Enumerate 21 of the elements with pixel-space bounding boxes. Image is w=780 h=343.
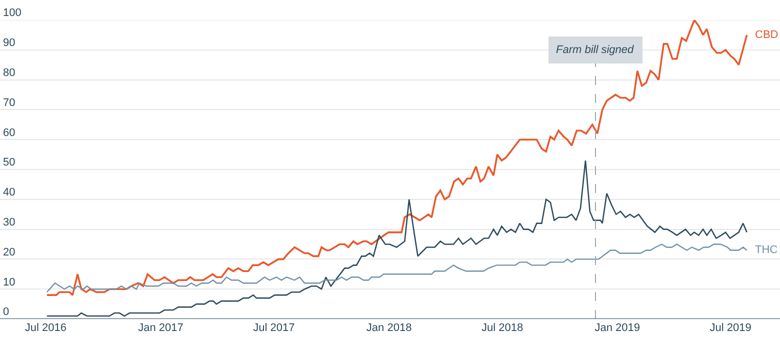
x-tick-label: Jan 2019 <box>594 322 640 334</box>
y-tick-label: 60 <box>3 126 16 139</box>
x-tick-label: Jul 2017 <box>253 322 295 334</box>
y-tick-label: 30 <box>3 216 16 228</box>
y-tick-label: 0 <box>3 306 10 318</box>
y-tick-label: 100 <box>3 7 22 20</box>
y-tick-label: 10 <box>3 276 16 288</box>
y-tick-label: 70 <box>3 96 16 109</box>
series-label: THC <box>755 244 778 256</box>
x-tick-label: Jan 2017 <box>138 322 184 334</box>
x-tick-label: Jul 2018 <box>481 322 524 334</box>
y-tick-label: 80 <box>3 66 16 79</box>
y-tick-label: 50 <box>3 156 16 169</box>
ref-line-label: Farm bill signed <box>556 44 635 56</box>
x-tick-label: Jul 2016 <box>24 322 66 334</box>
y-tick-label: 20 <box>3 246 16 258</box>
y-tick-label: 90 <box>3 37 16 50</box>
series-label: CBD <box>755 29 778 41</box>
x-tick-label: Jan 2018 <box>366 322 412 334</box>
x-tick-label: Jul 2019 <box>710 322 752 334</box>
y-tick-label: 40 <box>3 186 16 199</box>
